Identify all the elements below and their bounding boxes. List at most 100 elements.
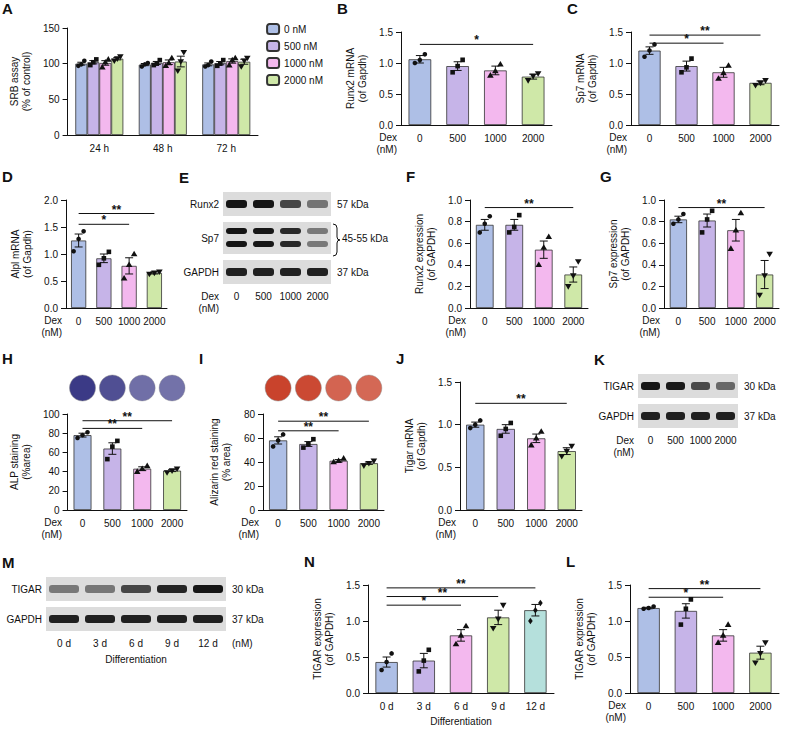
svg-text:6 d: 6 d bbox=[129, 638, 143, 649]
svg-text:2000 nM: 2000 nM bbox=[284, 75, 323, 86]
svg-text:24 h: 24 h bbox=[90, 143, 109, 154]
svg-text:0: 0 bbox=[472, 518, 478, 529]
svg-text:Dex: Dex bbox=[438, 517, 456, 528]
svg-text:(nM): (nM) bbox=[198, 303, 219, 314]
svg-text:Differentiation: Differentiation bbox=[105, 654, 167, 665]
svg-text:TIGAR expression: TIGAR expression bbox=[312, 598, 323, 680]
svg-text:Dex: Dex bbox=[609, 132, 627, 143]
svg-text:500: 500 bbox=[104, 518, 121, 529]
svg-text:Dex: Dex bbox=[44, 517, 62, 528]
svg-text:0: 0 bbox=[54, 130, 60, 141]
svg-text:1000: 1000 bbox=[118, 316, 141, 327]
svg-text:0.8: 0.8 bbox=[448, 216, 462, 227]
svg-text:0.2: 0.2 bbox=[642, 281, 656, 292]
svg-text:37 kDa: 37 kDa bbox=[744, 411, 776, 422]
svg-text:0.2: 0.2 bbox=[448, 281, 462, 292]
svg-text:0.0: 0.0 bbox=[642, 303, 656, 314]
svg-text:(% of control): (% of control) bbox=[21, 52, 32, 111]
svg-text:**: ** bbox=[112, 203, 122, 217]
svg-text:3 d: 3 d bbox=[417, 701, 431, 712]
svg-text:0.5: 0.5 bbox=[608, 652, 622, 663]
svg-text:TIGAR expression: TIGAR expression bbox=[574, 598, 585, 680]
svg-text:0: 0 bbox=[249, 505, 255, 516]
svg-text:2000: 2000 bbox=[358, 518, 381, 529]
svg-text:1.5: 1.5 bbox=[346, 580, 360, 591]
svg-text:1.5: 1.5 bbox=[438, 377, 452, 388]
svg-text:0.0: 0.0 bbox=[609, 120, 623, 131]
svg-text:Alpl mRNA: Alpl mRNA bbox=[10, 229, 21, 278]
svg-text:F: F bbox=[406, 168, 415, 185]
svg-text:500: 500 bbox=[449, 133, 466, 144]
svg-text:N: N bbox=[304, 553, 315, 570]
svg-text:**: ** bbox=[108, 417, 118, 431]
svg-text:1000: 1000 bbox=[689, 435, 712, 446]
svg-text:0.6: 0.6 bbox=[448, 238, 462, 249]
svg-text:Dex: Dex bbox=[201, 291, 219, 302]
svg-text:*: * bbox=[684, 586, 689, 600]
svg-text:1000: 1000 bbox=[712, 133, 735, 144]
svg-text:(of Gapdh): (of Gapdh) bbox=[416, 422, 427, 470]
svg-text:0.5: 0.5 bbox=[609, 89, 623, 100]
svg-text:(of Gapdh): (of Gapdh) bbox=[587, 55, 598, 103]
svg-text:**: ** bbox=[438, 586, 448, 600]
svg-text:(nM): (nM) bbox=[606, 144, 627, 155]
svg-text:1000: 1000 bbox=[328, 518, 351, 529]
svg-text:45-55 kDa: 45-55 kDa bbox=[342, 233, 389, 244]
svg-text:2000: 2000 bbox=[749, 701, 772, 712]
svg-text:57 kDa: 57 kDa bbox=[337, 199, 369, 210]
svg-text:100: 100 bbox=[43, 58, 60, 69]
svg-text:1.5: 1.5 bbox=[608, 580, 622, 591]
svg-text:0 d: 0 d bbox=[380, 701, 394, 712]
svg-text:K: K bbox=[594, 351, 605, 368]
svg-text:12 d: 12 d bbox=[198, 638, 217, 649]
svg-text:80: 80 bbox=[244, 409, 256, 420]
svg-text:0: 0 bbox=[676, 316, 682, 327]
svg-text:48 h: 48 h bbox=[153, 143, 172, 154]
svg-text:9 d: 9 d bbox=[165, 638, 179, 649]
svg-text:Dex: Dex bbox=[44, 315, 62, 326]
svg-text:**: ** bbox=[123, 410, 133, 424]
svg-text:1.0: 1.0 bbox=[346, 616, 360, 627]
svg-text:**: ** bbox=[700, 24, 710, 38]
svg-text:(% area): (% area) bbox=[221, 443, 232, 481]
svg-text:500: 500 bbox=[255, 291, 272, 302]
svg-text:Dex: Dex bbox=[608, 700, 626, 711]
svg-text:(nM): (nM) bbox=[435, 529, 456, 540]
svg-text:50: 50 bbox=[48, 94, 60, 105]
svg-text:0.6: 0.6 bbox=[642, 238, 656, 249]
svg-text:72 h: 72 h bbox=[217, 143, 236, 154]
svg-text:GAPDH: GAPDH bbox=[6, 614, 42, 625]
svg-text:(nM): (nM) bbox=[41, 529, 62, 540]
svg-text:1000: 1000 bbox=[725, 316, 748, 327]
svg-text:1.0: 1.0 bbox=[44, 249, 58, 260]
svg-text:0: 0 bbox=[80, 518, 86, 529]
svg-text:500: 500 bbox=[96, 316, 113, 327]
svg-text:0: 0 bbox=[647, 133, 653, 144]
svg-text:30 kDa: 30 kDa bbox=[232, 584, 264, 595]
svg-text:(nM): (nM) bbox=[232, 638, 253, 649]
svg-text:9 d: 9 d bbox=[491, 701, 505, 712]
svg-text:B: B bbox=[337, 0, 348, 17]
svg-text:(of GAPDH): (of GAPDH) bbox=[620, 227, 631, 280]
svg-text:1000: 1000 bbox=[279, 291, 302, 302]
svg-text:1.0: 1.0 bbox=[642, 195, 656, 206]
svg-text:**: ** bbox=[717, 197, 727, 211]
svg-text:0: 0 bbox=[646, 701, 652, 712]
svg-text:TIGAR: TIGAR bbox=[11, 584, 42, 595]
svg-text:1.0: 1.0 bbox=[609, 58, 623, 69]
svg-text:12 d: 12 d bbox=[526, 701, 545, 712]
svg-text:1000 nM: 1000 nM bbox=[284, 58, 323, 69]
svg-text:(nM): (nM) bbox=[41, 327, 62, 338]
svg-text:Sp7 mRNA: Sp7 mRNA bbox=[575, 53, 586, 103]
svg-text:2.0: 2.0 bbox=[44, 195, 58, 206]
svg-text:(of Gapdh): (of Gapdh) bbox=[357, 55, 368, 103]
svg-text:0.0: 0.0 bbox=[608, 688, 622, 699]
svg-text:*: * bbox=[474, 33, 479, 47]
svg-text:(of Gapdh): (of Gapdh) bbox=[22, 230, 33, 278]
svg-text:Runx2 expression: Runx2 expression bbox=[414, 214, 425, 294]
svg-text:2000: 2000 bbox=[143, 316, 166, 327]
svg-text:Sp7 expression: Sp7 expression bbox=[608, 220, 619, 289]
svg-text:0.0: 0.0 bbox=[44, 303, 58, 314]
svg-text:0.4: 0.4 bbox=[642, 259, 656, 270]
svg-text:0: 0 bbox=[234, 291, 240, 302]
